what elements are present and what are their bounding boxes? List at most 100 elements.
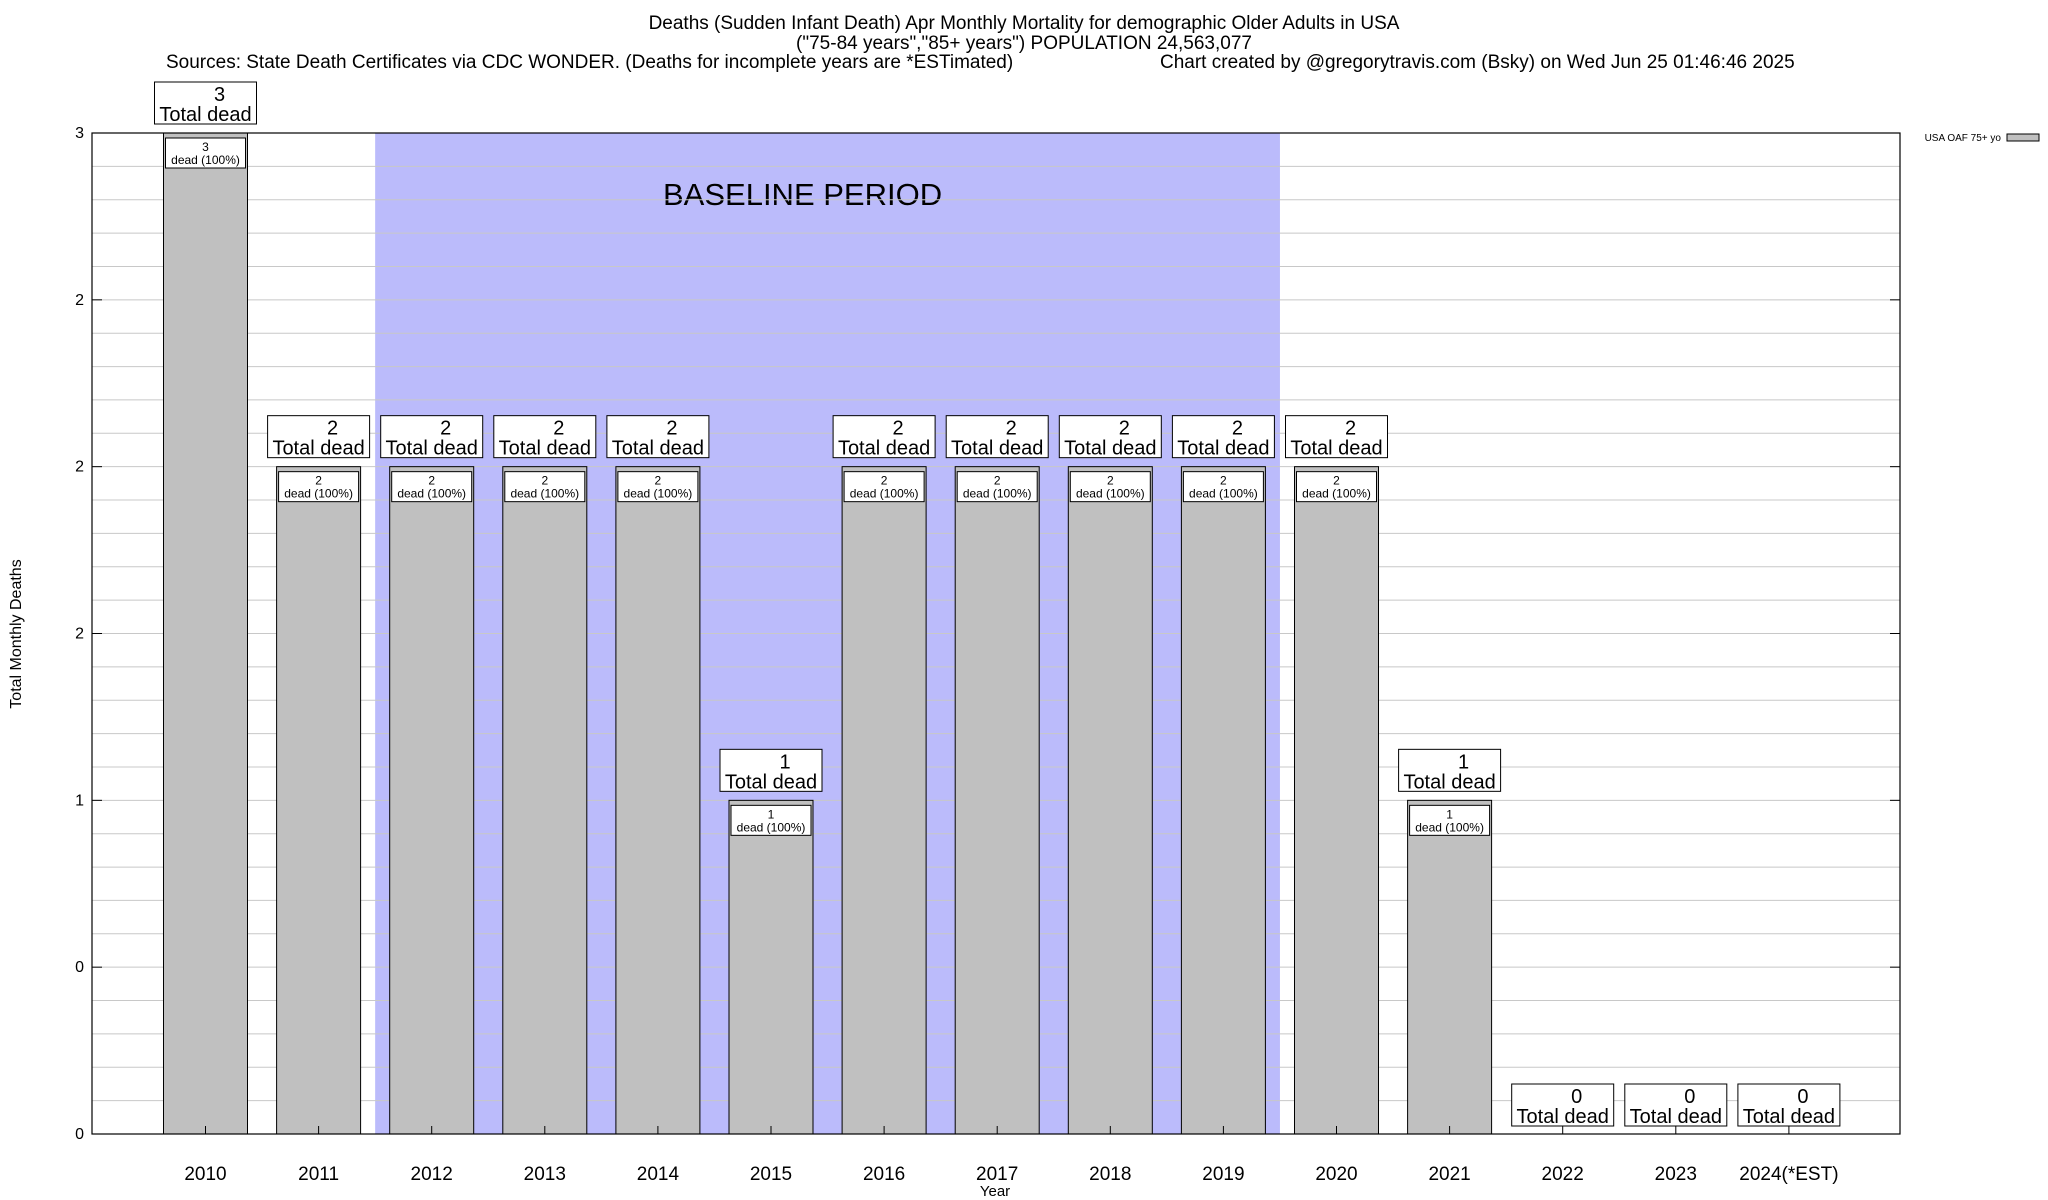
bar-top-label-text: Total dead: [725, 771, 817, 793]
bar-inner-label-text: dead (100%): [1189, 487, 1258, 501]
bar: [276, 466, 362, 1135]
bar-inner-label-box: [1182, 471, 1264, 503]
x-tick-label: 2011: [298, 1164, 339, 1185]
bar-top-label-value: 3: [214, 84, 225, 106]
bar-inner-label-count: 2: [881, 474, 888, 488]
bar-top-label-box: [719, 748, 823, 792]
bar-inner-label-count: 3: [202, 140, 209, 154]
bar-inner-label-box: [165, 137, 246, 169]
x-tick-label: 2012: [411, 1164, 453, 1185]
bar-inner-label-count: 1: [768, 807, 775, 821]
bar-inner-label-box: [843, 471, 925, 503]
y-tick-label: 3: [75, 125, 84, 142]
bar-top-label-value: 1: [1458, 751, 1469, 773]
x-tick-label: 2010: [184, 1164, 226, 1185]
chart-sources: Sources: State Death Certificates via CD…: [166, 52, 1014, 73]
bar-inner-label-box: [1296, 471, 1377, 503]
bar: [1407, 799, 1493, 1135]
bar-top-label-box: [1511, 1083, 1615, 1127]
y-tick-label: 0: [75, 1126, 84, 1143]
bar-inner-label-box: [1409, 804, 1491, 836]
bar-top-label-value: 0: [1571, 1086, 1582, 1108]
bar-inner-label-box: [956, 471, 1038, 503]
bar-inner-label-count: 2: [1220, 474, 1227, 488]
x-tick-label: 2018: [1089, 1164, 1131, 1185]
bar-top-label-box: [380, 415, 484, 459]
bar-top-label-text: Total dead: [272, 438, 364, 460]
x-tick-label: 2020: [1315, 1164, 1357, 1185]
bar-inner-label-count: 2: [655, 474, 662, 488]
y-tick-label: 0: [75, 959, 84, 976]
bar-top-label-value: 2: [327, 418, 338, 440]
bar: [615, 466, 701, 1135]
x-tick-label: 2024(*EST): [1739, 1164, 1838, 1185]
bar-inner-label-box: [278, 471, 360, 503]
bar: [1294, 466, 1379, 1135]
bar: [1067, 466, 1153, 1135]
plot-border: [91, 132, 1901, 1135]
bar-inner-label-count: 2: [541, 474, 548, 488]
bar-top-label-box: [945, 415, 1049, 459]
bar-top-label-value: 1: [779, 751, 790, 773]
bar-top-label-box: [267, 415, 371, 459]
bar-top-label-value: 2: [553, 418, 564, 440]
bar: [728, 799, 814, 1135]
y-tick-label: 2: [75, 459, 84, 476]
bar-inner-label-text: dead (100%): [1076, 487, 1145, 501]
bar-inner-label-text: dead (100%): [397, 487, 466, 501]
legend-label: USA OAF 75+ yo: [1925, 133, 2002, 144]
chart-title-line-2: ("75-84 years","85+ years") POPULATION 2…: [796, 33, 1252, 54]
bar-top-label-text: Total dead: [1290, 438, 1382, 460]
bar: [163, 132, 248, 1135]
bar-top-label-value: 2: [1232, 418, 1243, 440]
bar-top-label-text: Total dead: [1403, 771, 1495, 793]
bar-top-label-value: 0: [1684, 1086, 1695, 1108]
bar-top-label-value: 2: [1119, 418, 1130, 440]
baseline-period-label: BASELINE PERIOD: [663, 177, 942, 212]
bar-top-label-value: 0: [1797, 1086, 1808, 1108]
bar-inner-label-text: dead (100%): [850, 487, 919, 501]
bar-inner-label-count: 2: [428, 474, 435, 488]
bar-inner-label-count: 2: [1107, 474, 1114, 488]
bar: [502, 466, 588, 1135]
bar-top-label-value: 2: [440, 418, 451, 440]
bar-inner-label-text: dead (100%): [1302, 487, 1371, 501]
bar-inner-label-count: 2: [994, 474, 1001, 488]
bar: [841, 466, 927, 1135]
bar-top-label-text: Total dead: [838, 438, 930, 460]
bar-inner-label-box: [504, 471, 586, 503]
bar-top-label-box: [606, 415, 710, 459]
bar-top-label-text: Total dead: [159, 104, 251, 126]
bar-top-label-text: Total dead: [499, 438, 591, 460]
bar-inner-label-box: [1069, 471, 1151, 503]
bar: [1180, 466, 1266, 1135]
legend-swatch: [2006, 133, 2040, 142]
bar-inner-label-text: dead (100%): [624, 487, 693, 501]
x-tick-label: 2022: [1542, 1164, 1584, 1185]
bar: [954, 466, 1040, 1135]
bar-top-label-box: [154, 81, 257, 125]
bar-top-label-text: Total dead: [1064, 438, 1156, 460]
bar-top-label-box: [1171, 415, 1275, 459]
bar-inner-label-text: dead (100%): [737, 820, 806, 834]
bar-top-label-value: 2: [1006, 418, 1017, 440]
bar-inner-label-count: 2: [1333, 474, 1340, 488]
x-tick-label: 2023: [1655, 1164, 1697, 1185]
bar-inner-label-box: [730, 804, 812, 836]
x-tick-label: 2017: [976, 1164, 1018, 1185]
bar-top-label-text: Total dead: [951, 438, 1043, 460]
bar-top-label-text: Total dead: [1517, 1106, 1609, 1128]
x-axis-title: Year: [980, 1183, 1010, 1200]
y-tick-label: 1: [75, 792, 84, 809]
bar-top-label-text: Total dead: [612, 438, 704, 460]
bar-top-label-value: 2: [666, 418, 677, 440]
x-tick-label: 2014: [637, 1164, 680, 1185]
bar-inner-label-text: dead (100%): [171, 153, 240, 167]
bar-top-label-box: [1058, 415, 1162, 459]
x-tick-label: 2013: [524, 1164, 566, 1185]
bar-top-label-value: 2: [893, 418, 904, 440]
bar-top-label-text: Total dead: [1630, 1106, 1722, 1128]
y-tick-label: 2: [75, 292, 84, 309]
bar-inner-label-count: 2: [315, 474, 322, 488]
